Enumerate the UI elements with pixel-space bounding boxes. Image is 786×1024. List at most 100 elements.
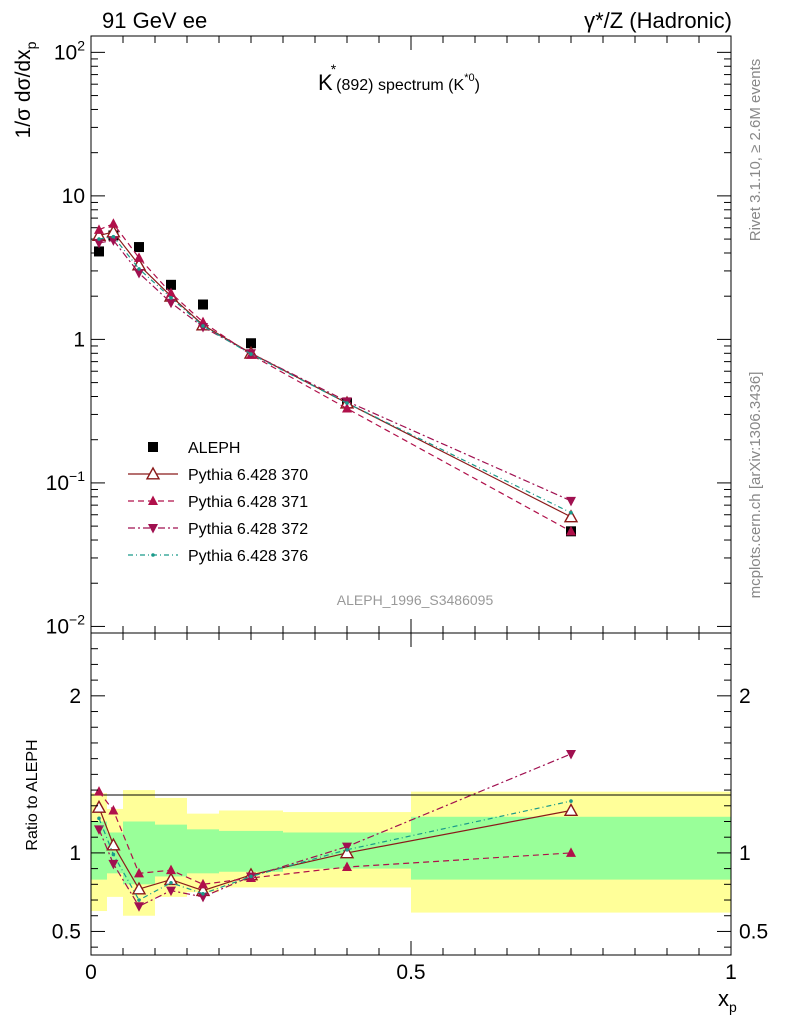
- legend-label-pythia371: Pythia 6.428 371: [188, 494, 308, 511]
- main-point-pythia376-7: [569, 510, 573, 515]
- rivet-label: Rivet 3.1.10, ≥ 2.6M events: [747, 59, 764, 242]
- main-point-pythia371-7: [566, 525, 576, 536]
- ratio-point-pythia371-0: [94, 786, 104, 796]
- ratio-ytick-label-right-2: 0.5: [739, 920, 768, 943]
- main-point-pythia372-7: [566, 496, 576, 507]
- main-ytick-label-2: 1: [73, 328, 85, 351]
- main-ylabel: 1/σ dσ/dxp: [12, 41, 39, 138]
- ratio-point-pythia371-6: [342, 861, 352, 872]
- main-line-pythia376: [98, 235, 572, 514]
- main-point-pythia371-0: [94, 224, 104, 234]
- ratio-point-pythia376-2: [137, 898, 141, 902]
- legend-label-pythia370: Pythia 6.428 370: [188, 467, 308, 484]
- main-series-pythia376: [97, 234, 573, 515]
- band-inner-0: [91, 821, 107, 880]
- ratio-point-pythia371-4: [198, 878, 208, 889]
- main-point-pythia372-1: [108, 236, 119, 246]
- main-point-pythia372-2: [134, 269, 144, 279]
- ratio-ytick-label-left-1: 1: [69, 842, 81, 865]
- band-inner-5: [219, 830, 283, 872]
- main-series-pythia371: [94, 218, 576, 536]
- ratio-ytick-label-left-0: 2: [69, 685, 81, 708]
- main-point-pythia376-1: [111, 234, 116, 239]
- ratio-xlabel: xp: [718, 986, 737, 1015]
- ratio-point-pythia376-3: [169, 880, 173, 885]
- ratio-point-pythia370-1: [106, 837, 121, 851]
- ratio-series-layer: [91, 749, 579, 912]
- ratio-point-pythia370-0: [91, 799, 107, 813]
- ratio-point-pythia376-0: [97, 816, 101, 821]
- legend-label-data: ALEPH: [188, 440, 240, 457]
- ratio-bands: [91, 790, 731, 916]
- plot-title: K*(892) spectrum (K*0): [318, 61, 480, 95]
- ratio-point-pythia376-4: [201, 891, 205, 896]
- ratio-point-pythia370-6: [339, 845, 355, 859]
- main-ytick-label-4: 10−2: [46, 611, 86, 638]
- main-line-pythia372: [98, 239, 572, 502]
- ratio-point-pythia372-2: [134, 902, 144, 912]
- main-point-pythia371-2: [134, 252, 144, 262]
- ratio-ylabel: Ratio to ALEPH: [24, 739, 41, 850]
- main-panel: 102 10 1 10−1 10−2 1/σ dσ/dxp K*(892) spectr…: [12, 35, 732, 638]
- main-point-pythia372-3: [166, 298, 176, 309]
- legend-marker-pythia370: [145, 466, 161, 480]
- ratio-ytick-label-right-1: 1: [739, 842, 751, 865]
- ratio-line-pythia370: [98, 807, 572, 892]
- legend-marker-pythia372: [148, 524, 158, 534]
- ratio-point-pythia370-2: [131, 881, 147, 895]
- ratio-point-pythia376-1: [111, 852, 116, 857]
- main-point-data-5: [246, 338, 256, 349]
- ratio-point-pythia372-3: [166, 886, 176, 897]
- ratio-point-pythia372-7: [566, 749, 576, 760]
- main-ytick-label-1: 10: [62, 185, 85, 208]
- ratio-line-pythia376: [98, 800, 572, 901]
- main-point-pythia370-7: [563, 509, 579, 523]
- main-point-pythia376-3: [169, 295, 173, 300]
- ratio-xtick-label-1: 0.5: [396, 961, 425, 984]
- main-point-pythia372-0: [94, 238, 104, 249]
- main-point-data-3: [166, 279, 176, 290]
- ratio-point-pythia376-5: [249, 874, 253, 879]
- ratio-xtick-label-2: 1: [725, 961, 737, 984]
- ratio-point-pythia376-6: [345, 847, 349, 852]
- main-point-data-2: [134, 242, 144, 253]
- main-series-layer: [91, 218, 579, 537]
- legend: ALEPH Pythia 6.428 370 Pythia 6.428 371 Pyt…: [128, 440, 308, 565]
- ratio-series-pythia372: [94, 749, 576, 912]
- legend-label-pythia372: Pythia 6.428 372: [188, 521, 308, 538]
- band-inner-4: [187, 829, 219, 874]
- main-point-pythia371-1: [108, 218, 119, 228]
- ratio-point-pythia371-2: [134, 867, 144, 878]
- main-point-pythia376-0: [97, 237, 101, 241]
- ratio-point-pythia372-4: [198, 892, 208, 903]
- header-left: 91 GeV ee: [102, 8, 207, 33]
- main-point-pythia376-2: [137, 267, 141, 271]
- ratio-point-pythia371-1: [108, 804, 119, 815]
- legend-marker-pythia371: [148, 495, 158, 505]
- main-point-data-4: [198, 299, 208, 310]
- main-point-pythia376-4: [201, 324, 205, 328]
- ratio-point-pythia371-7: [566, 847, 576, 857]
- main-series-pythia372: [94, 236, 576, 507]
- ratio-point-pythia372-1: [108, 859, 119, 870]
- mcplots-label: mcplots.cern.ch [arXiv:1306.3436]: [747, 372, 764, 599]
- legend-marker-data: [148, 442, 158, 452]
- main-point-pythia376-5: [249, 352, 253, 356]
- ratio-line-pythia371: [98, 791, 572, 885]
- ratio-axis-ticks: 2 21 10.5 0.50 0.5 1: [52, 632, 768, 984]
- ratio-point-pythia372-6: [342, 842, 352, 853]
- analysis-label: ALEPH_1996_S3486095: [337, 592, 494, 608]
- ratio-ytick-label-right-0: 2: [739, 685, 751, 708]
- main-series-data: [94, 230, 576, 537]
- main-series-pythia370: [91, 224, 579, 523]
- ratio-point-pythia372-0: [94, 825, 104, 835]
- main-point-pythia376-6: [345, 401, 349, 405]
- main-ytick-label-0: 102: [54, 37, 85, 64]
- ratio-point-pythia371-3: [166, 864, 176, 875]
- ratio-panel: 2 21 10.5 0.50 0.5 1 Ratio to ALEPH xp: [24, 632, 768, 1015]
- main-ytick-label-3: 10−1: [46, 468, 86, 495]
- ratio-xtick-label-0: 0: [85, 961, 97, 984]
- legend-label-pythia376: Pythia 6.428 376: [188, 548, 308, 565]
- ratio-series-pythia376: [97, 799, 573, 902]
- ratio-line-pythia372: [98, 753, 572, 908]
